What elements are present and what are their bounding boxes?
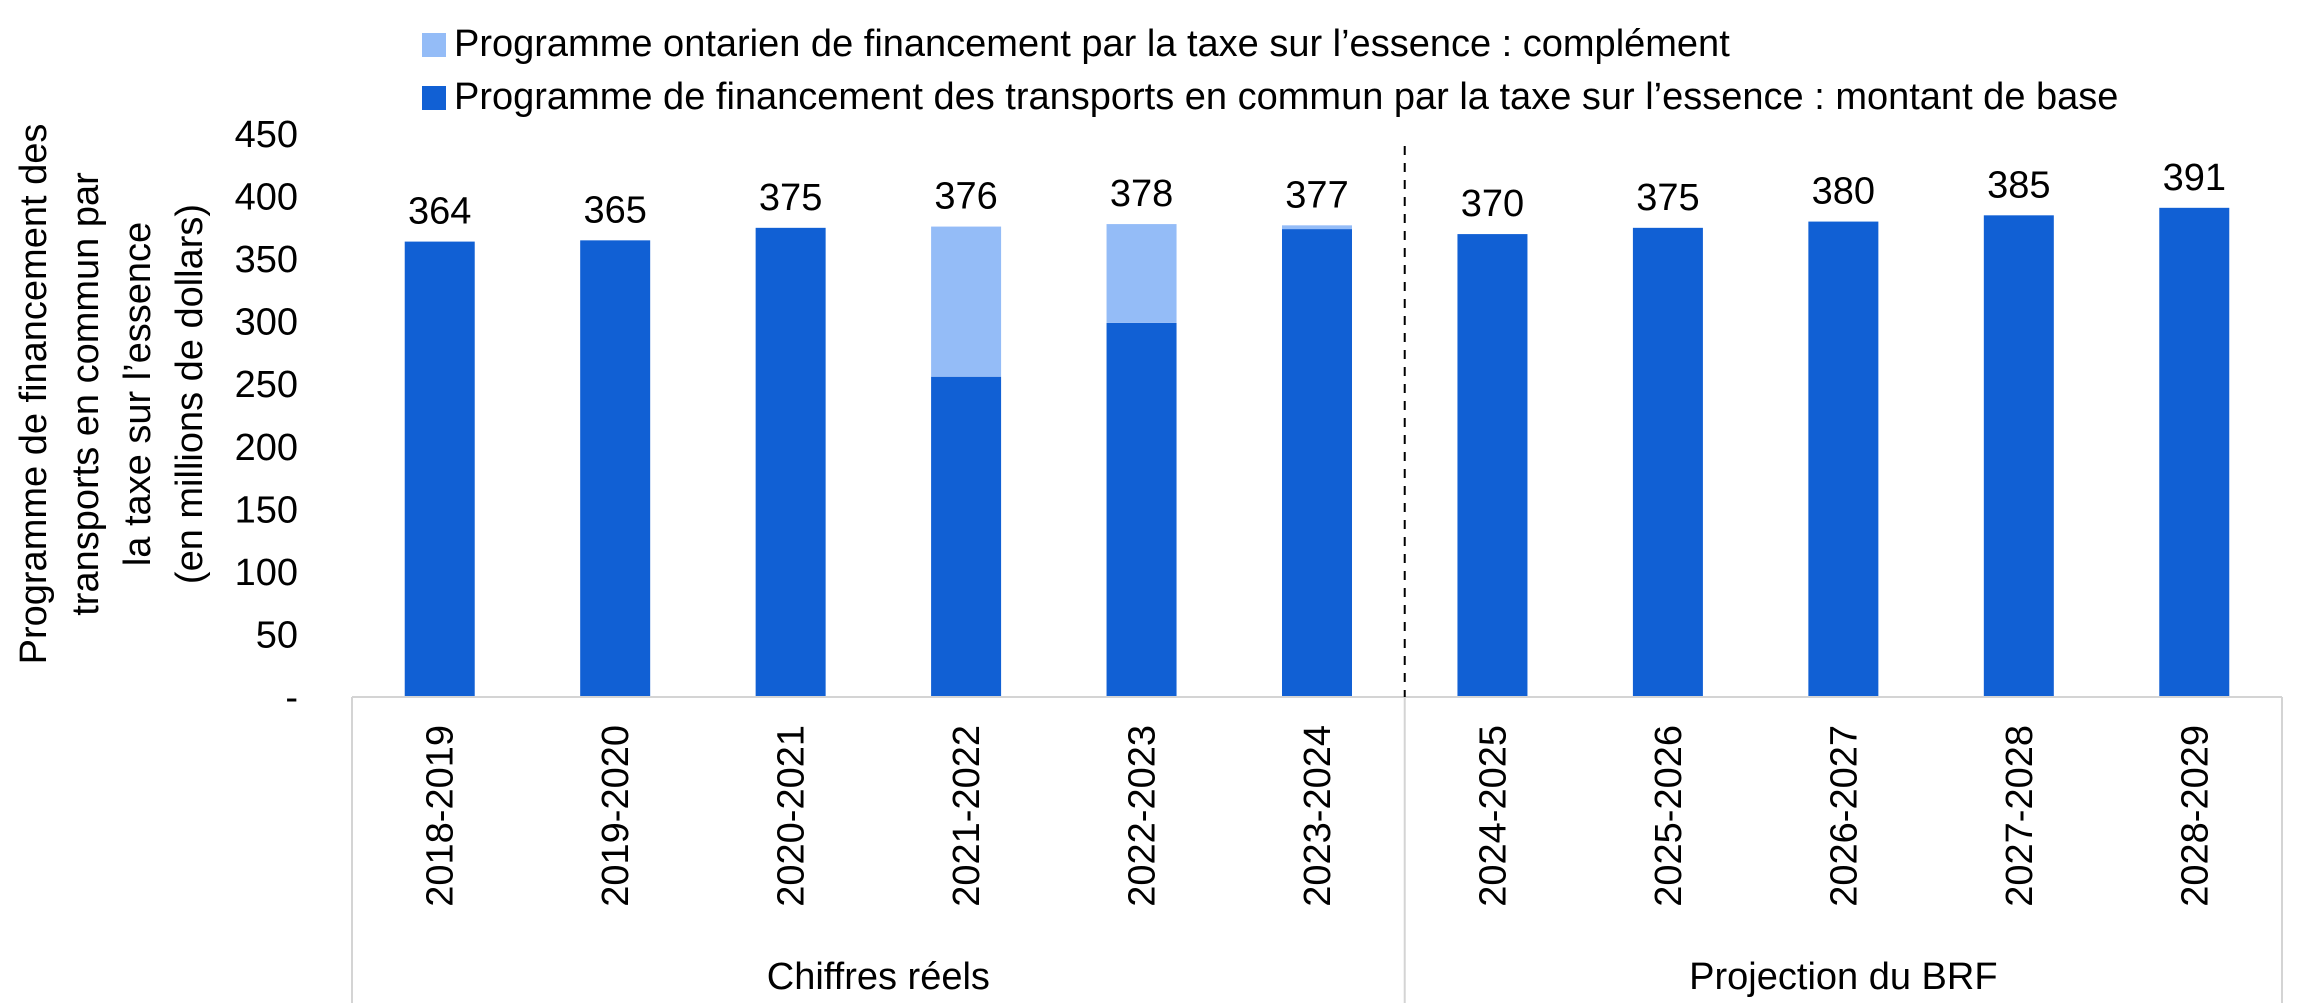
- x-tick-label: 2028-2029: [2174, 725, 2216, 907]
- bar-complement: [931, 226, 1002, 377]
- data-label: 391: [2163, 157, 2226, 199]
- y-tick-label: 450: [235, 114, 298, 156]
- bar-base: [755, 227, 826, 698]
- bar-base: [2159, 207, 2230, 697]
- legend-swatch: [422, 33, 446, 57]
- y-tick-label: 100: [235, 552, 298, 594]
- x-tick-label: 2023-2024: [1297, 725, 1339, 907]
- x-axis-labels: 2018-2019 2019-2020 2020-2021 2021-2022 2022…: [420, 725, 2217, 998]
- bar-base: [1106, 322, 1177, 697]
- y-tick-label: 250: [235, 364, 298, 406]
- y-axis-label-line: transports en commun par: [65, 172, 107, 616]
- bar-complement: [1282, 225, 1352, 230]
- legend: Programme ontarien de financement par la…: [422, 23, 2118, 118]
- data-label: 376: [934, 176, 997, 218]
- legend-swatch: [422, 86, 446, 110]
- data-label: 375: [759, 177, 822, 219]
- y-tick-label: 300: [235, 302, 298, 344]
- y-tick-label: 200: [235, 427, 298, 469]
- bar-base: [1282, 229, 1352, 697]
- data-label: 377: [1285, 174, 1348, 216]
- group-label: Chiffres réels: [767, 956, 990, 998]
- x-tick-label: 2024-2025: [1472, 725, 1514, 907]
- y-tick-label: 400: [235, 177, 298, 219]
- y-axis-label: Programme de financement des transports e…: [13, 124, 211, 665]
- bar-base: [1632, 227, 1703, 698]
- group-label: Projection du BRF: [1689, 956, 1997, 998]
- bar-base: [404, 241, 475, 697]
- x-tick-label: 2021-2022: [946, 725, 988, 907]
- data-label: 380: [1812, 171, 1875, 213]
- x-tick-label: 2020-2021: [771, 725, 813, 907]
- bar-complement: [1106, 224, 1177, 323]
- y-tick-label: -: [285, 677, 298, 719]
- y-axis-label-line: Programme de financement des: [13, 124, 55, 665]
- x-tick-label: 2025-2026: [1648, 725, 1690, 907]
- data-label: 385: [1987, 164, 2050, 206]
- data-label: 370: [1461, 183, 1524, 225]
- legend-label: Programme de financement des transports …: [454, 76, 2118, 118]
- bar-base: [1457, 234, 1528, 698]
- data-label: 378: [1110, 173, 1173, 215]
- x-tick-label: 2018-2019: [420, 725, 462, 907]
- axes: [351, 146, 2283, 1003]
- data-label: 365: [583, 189, 646, 231]
- x-tick-label: 2019-2020: [595, 725, 637, 907]
- bar-base: [931, 376, 1002, 697]
- y-tick-label: 350: [235, 239, 298, 281]
- y-tick-label: 50: [256, 614, 298, 656]
- x-tick-label: 2026-2027: [1823, 725, 1865, 907]
- y-axis-label-line: (en millions de dollars): [169, 204, 211, 584]
- x-tick-label: 2027-2028: [1999, 725, 2041, 907]
- bars: 364 365 375 376 378 377 370 375 380 385 391: [404, 157, 2230, 698]
- data-label: 375: [1636, 177, 1699, 219]
- y-tick-label: 150: [235, 489, 298, 531]
- legend-label: Programme ontarien de financement par la…: [454, 23, 1730, 65]
- y-axis-label-line: la taxe sur l’essence: [117, 222, 159, 566]
- bar-base: [1808, 221, 1879, 698]
- data-label: 364: [408, 191, 471, 233]
- y-axis-ticks: - 50 100 150 200 250 300 350 400 450: [235, 114, 298, 719]
- bar-base: [1983, 215, 2054, 698]
- bar-base: [580, 240, 651, 697]
- x-tick-label: 2022-2023: [1122, 725, 1164, 907]
